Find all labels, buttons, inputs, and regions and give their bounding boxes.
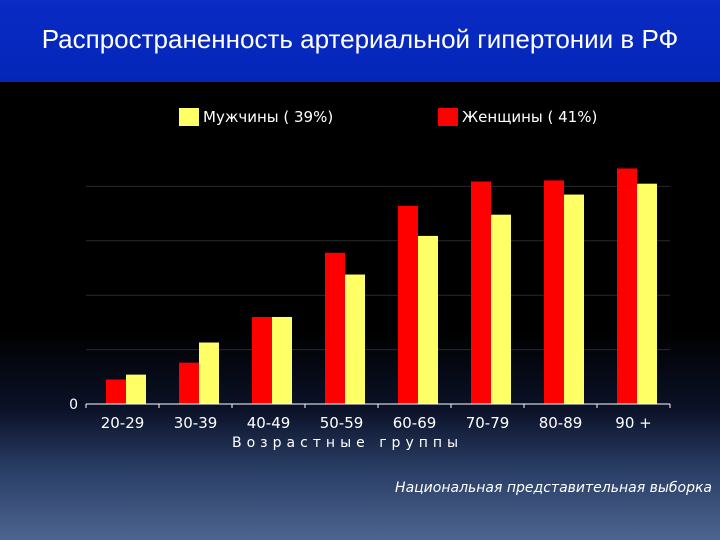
bar-men-0 [126,374,146,404]
legend-item-men: Мужчины ( 39%) [179,106,333,128]
y-tick-label: 0 [69,397,78,413]
x-tick-label: 60-69 [393,414,437,432]
axes [85,403,671,408]
bar-women-1 [179,362,199,404]
legend-swatch-women [438,108,458,126]
legend-label-men: Мужчины ( 39%) [203,108,334,126]
bars [106,168,657,404]
legend-item-women: Женщины ( 41%) [438,106,597,128]
bar-women-5 [471,181,491,404]
bar-men-7 [637,183,657,404]
x-tick-label: 80-89 [539,414,583,432]
x-tick-label: 50-59 [320,414,364,432]
bar-men-3 [345,274,365,404]
bar-women-2 [252,316,272,404]
x-tick-label: 20-29 [101,414,145,432]
legend-swatch-men [179,108,199,126]
bar-women-0 [106,379,126,404]
bar-women-4 [398,205,418,404]
x-tick-label: 70-79 [466,414,510,432]
bar-men-5 [491,214,511,404]
x-tick-label: 90 + [615,414,651,432]
bar-men-4 [418,235,438,404]
footnote: Национальная представительная выборка [395,480,712,496]
x-axis-title: Возрастные группы [232,435,463,451]
bar-women-3 [325,252,345,404]
legend-label-women: Женщины ( 41%) [462,108,598,126]
bar-women-7 [617,168,637,404]
tick-labels: 0 Возрастные группы 20-29 30-39 40-49 50-59… [69,397,652,451]
x-tick-label: 30-39 [174,414,218,432]
bar-men-1 [199,342,219,404]
bar-women-6 [544,180,564,404]
slide-title: Распространенность артериальной гипертон… [41,24,679,54]
bar-men-2 [272,316,292,404]
x-tick-label: 40-49 [247,414,291,432]
bar-men-6 [564,194,584,404]
title-bar [0,0,720,82]
